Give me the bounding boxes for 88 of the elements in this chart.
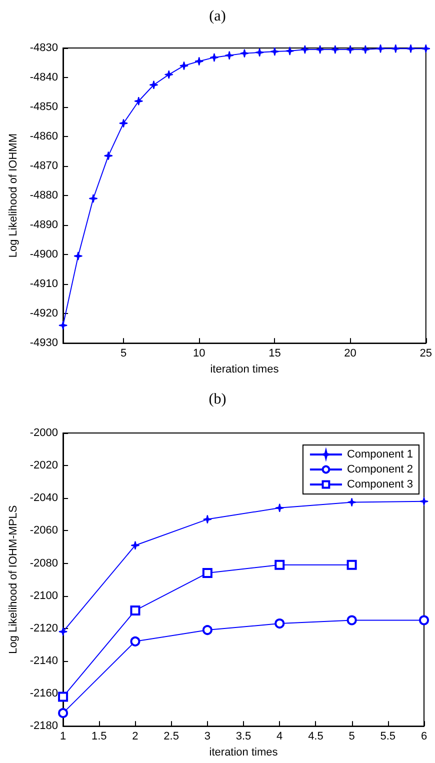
x-tick-label: 4: [276, 730, 283, 743]
y-tick-label: -4930: [30, 337, 58, 350]
y-axis-title: Log Likelihood of IOHMM: [8, 133, 20, 258]
y-tick-label: -2120: [30, 622, 58, 634]
point: [130, 636, 140, 646]
x-tick-label: 1: [60, 730, 66, 743]
point: [285, 46, 294, 56]
point: [119, 118, 128, 128]
point: [58, 692, 68, 702]
point: [330, 44, 340, 54]
point: [58, 708, 68, 718]
x-tick-label: 15: [268, 348, 281, 360]
x-tick-label: 3: [204, 730, 210, 743]
chart-title: (b): [208, 392, 226, 408]
y-tick-label: -4920: [30, 308, 58, 320]
x-tick-label: 4.5: [308, 730, 324, 743]
x-tick-label: 5.5: [380, 730, 396, 743]
y-tick-label: -2020: [30, 460, 58, 472]
y-tick-label: -2040: [30, 492, 58, 504]
y-tick-label: -2160: [30, 688, 58, 700]
point: [346, 615, 357, 626]
point: [224, 50, 234, 60]
point: [149, 80, 158, 90]
point: [274, 618, 285, 629]
y-tick-label: -4840: [30, 72, 58, 84]
point: [420, 496, 428, 506]
x-tick-label: 10: [192, 348, 206, 360]
y-tick-label: -4900: [30, 248, 58, 261]
point: [179, 61, 188, 70]
y-tick-label: -4890: [30, 219, 58, 232]
point: [58, 627, 68, 636]
point: [421, 44, 430, 54]
y-tick-label: -4870: [30, 160, 58, 172]
y-tick-label: -4850: [30, 101, 58, 114]
x-tick-label: 3.5: [236, 730, 252, 743]
point: [347, 498, 356, 507]
point: [130, 605, 140, 616]
point: [391, 44, 400, 54]
legend-label: Component 2: [346, 464, 414, 476]
point: [202, 625, 212, 636]
point: [240, 48, 249, 58]
point: [406, 44, 416, 54]
x-tick-label: 6: [420, 730, 428, 743]
point: [346, 560, 357, 570]
x-tick-label: 20: [344, 348, 356, 360]
point: [58, 320, 68, 330]
x-tick-label: 1.5: [91, 730, 107, 743]
point: [74, 252, 83, 261]
point: [316, 44, 325, 54]
point: [360, 44, 370, 54]
x-axis-title: iteration times: [209, 746, 278, 758]
x-tick-label: 2: [132, 730, 138, 743]
point: [202, 568, 212, 578]
point: [270, 47, 280, 56]
point: [419, 615, 429, 626]
point: [104, 151, 113, 160]
y-tick-label: -4830: [30, 42, 58, 54]
y-tick-label: -4910: [30, 278, 58, 290]
x-tick-label: 25: [420, 348, 432, 360]
point: [88, 194, 98, 203]
y-tick-label: -2180: [30, 720, 58, 732]
legend-label: Component 1: [346, 448, 414, 460]
y-tick-label: -2000: [30, 427, 58, 439]
x-axis-title: iteration times: [210, 364, 280, 376]
x-tick-label: 5: [348, 730, 355, 743]
y-tick-label: -4880: [30, 190, 58, 202]
y-tick-label: -2080: [30, 557, 58, 570]
y-axis-title: Log Likelihood of IOHM-MPLS: [8, 505, 20, 654]
y-tick-label: -2140: [30, 654, 58, 667]
point: [164, 70, 174, 80]
point: [194, 56, 204, 66]
point: [130, 540, 140, 550]
y-tick-label: -2100: [30, 590, 58, 602]
point: [275, 503, 284, 512]
y-tick-label: -2060: [30, 524, 58, 537]
point: [274, 560, 285, 570]
x-tick-label: 2.5: [164, 730, 179, 743]
point: [376, 44, 386, 54]
legend-label: Component 3: [346, 478, 414, 490]
point: [255, 48, 264, 57]
point: [202, 514, 212, 524]
point: [210, 52, 219, 62]
point: [300, 44, 310, 54]
point: [134, 96, 144, 106]
point: [346, 44, 355, 54]
y-tick-label: -4860: [30, 130, 58, 143]
chart-title: (a): [209, 8, 226, 24]
x-tick-label: 5: [120, 348, 127, 360]
